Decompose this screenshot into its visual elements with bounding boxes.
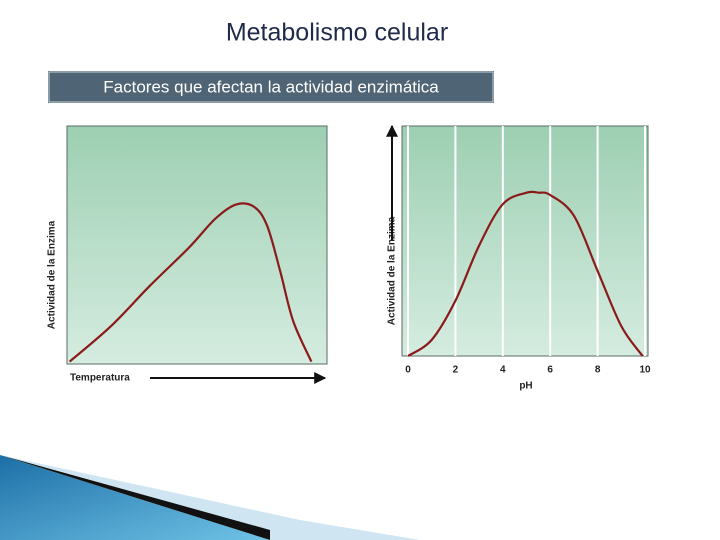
x-tick-label: 2	[453, 365, 459, 376]
subtitle-frame	[48, 71, 494, 103]
decoration	[0, 455, 270, 540]
slide-title: Metabolismo celular	[226, 19, 448, 47]
x-tick-label: 10	[639, 365, 651, 376]
y-axis-label: Actividad de la Enzima	[47, 220, 58, 329]
subtitle: Factores que afectan la actividad enzimá…	[103, 77, 439, 96]
x-tick-label: 8	[595, 365, 601, 376]
subtitle-box	[46, 69, 496, 105]
y-axis-label: Actividad de la Enzima	[387, 216, 398, 325]
x-tick-label: 6	[547, 365, 553, 376]
x-tick-label: 4	[500, 365, 506, 376]
x-tick-label: 0	[405, 365, 411, 376]
curve	[407, 190, 644, 357]
curve	[68, 202, 313, 363]
x-axis-label: pH	[519, 381, 532, 392]
plot-area	[66, 125, 328, 365]
plot-area	[401, 125, 649, 357]
x-axis-label: Temperatura	[70, 373, 130, 384]
